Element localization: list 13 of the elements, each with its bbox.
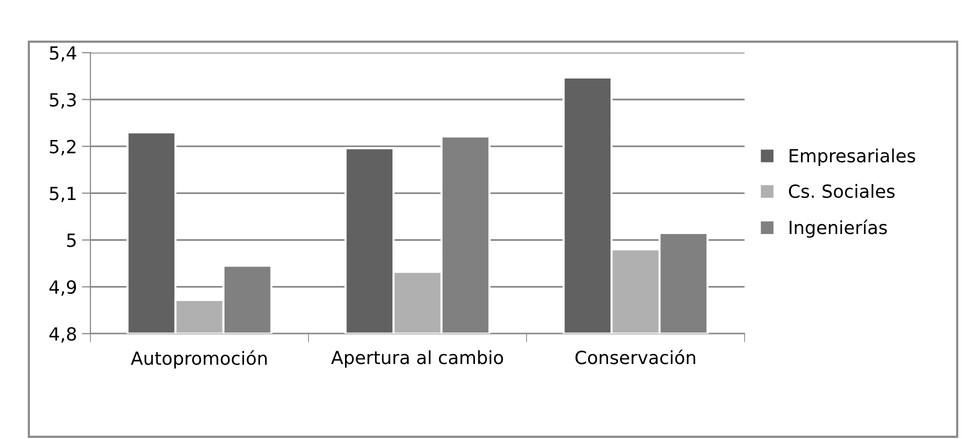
y-tick-label: 5,3 [50, 92, 76, 108]
legend-label: Cs. Sociales [788, 184, 895, 198]
y-tick-label: 5 [67, 234, 76, 248]
legend-label: Ingenierías [790, 220, 887, 238]
y-tick-label: 5,1 [50, 186, 76, 202]
y-tick-label: 4,8 [49, 327, 76, 343]
x-tick-label: Apertura al cambio [331, 350, 504, 368]
y-tick-label: 5,2 [50, 140, 76, 156]
legend-label: Empresariales [790, 148, 916, 166]
y-tick-label: 4,9 [49, 280, 76, 296]
x-tick-label: Autopromoción [130, 350, 267, 369]
y-tick-label: 5,4 [50, 46, 76, 62]
x-tick-label: Conservación [575, 350, 696, 364]
